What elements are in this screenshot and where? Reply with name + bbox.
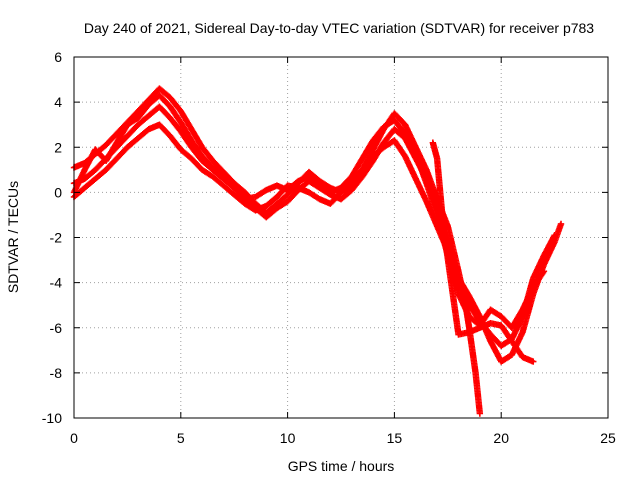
x-tick-labels: 0 5 10 15 20 25 [70,430,616,446]
series-track-a [70,85,484,417]
y-tick-label: -2 [50,230,63,246]
y-axis-label: SDTVAR / TECUs [5,181,21,293]
series-late-segment [429,139,537,365]
data-point-marker [530,358,537,365]
x-axis-label: GPS time / hours [288,458,395,474]
x-tick-label: 15 [387,430,403,446]
data-point-marker [539,269,547,276]
axis-ticks [73,56,609,419]
y-tick-label: -8 [50,365,63,381]
data-point-marker [476,410,484,417]
y-tick-label: 0 [54,184,62,200]
data-point-marker [540,268,548,275]
data-point-marker [557,220,565,228]
data-point-marker [551,232,558,239]
x-tick-label: 0 [70,430,78,446]
series-track-d [70,92,548,331]
y-tick-label: -6 [50,320,63,336]
y-tick-label: 4 [54,94,62,110]
chart-title: Day 240 of 2021, Sidereal Day-to-day VTE… [84,20,594,36]
y-tick-label: -10 [42,410,62,426]
x-tick-label: 10 [280,430,296,446]
y-tick-label: -4 [50,275,63,291]
x-tick-label: 25 [600,430,616,446]
data-marks [70,85,565,417]
y-tick-labels: -10 -8 -6 -4 -2 0 2 4 6 [42,49,62,426]
y-tick-label: 6 [54,49,62,65]
x-tick-label: 20 [493,430,509,446]
y-tick-label: 2 [54,139,62,155]
x-tick-label: 5 [177,430,185,446]
